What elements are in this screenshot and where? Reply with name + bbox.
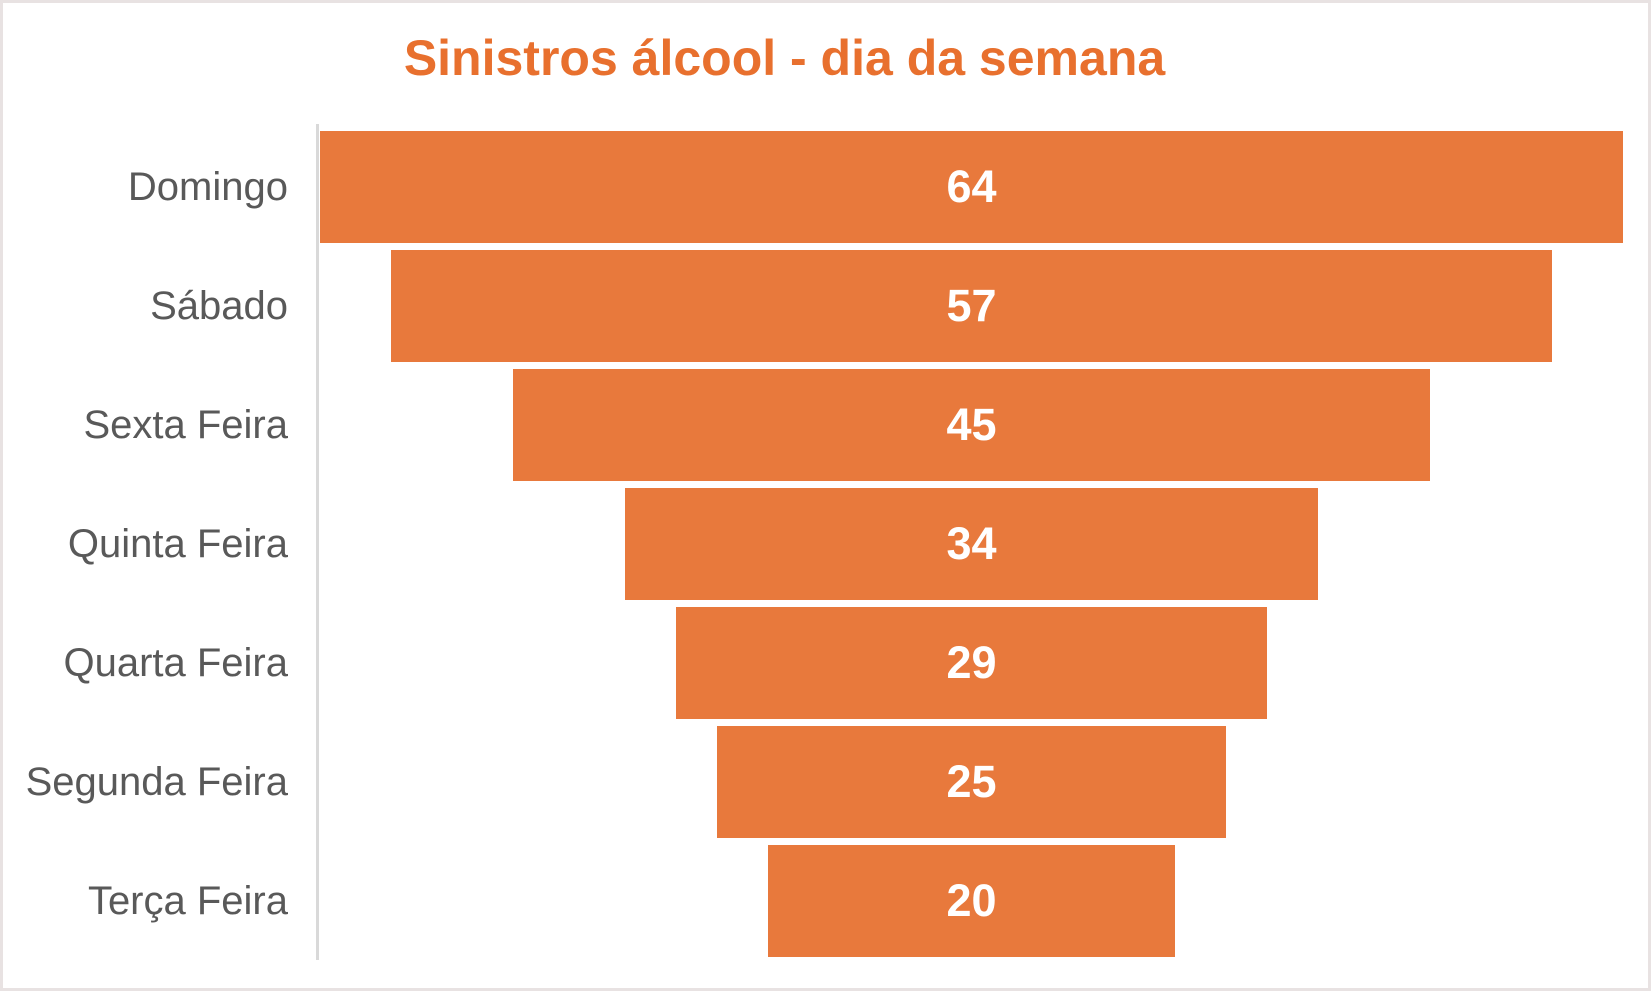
category-axis-line xyxy=(316,124,319,960)
funnel-bar[interactable]: 29 xyxy=(676,607,1267,719)
chart-title: Sinistros álcool - dia da semana xyxy=(403,30,1166,86)
category-label: Terça Feira xyxy=(87,878,288,923)
funnel-row: Domingo 64 xyxy=(3,131,1648,243)
funnel-bar[interactable]: 64 xyxy=(319,131,1623,243)
funnel-row: Terça Feira 20 xyxy=(3,845,1648,957)
funnel-bar[interactable]: 20 xyxy=(767,845,1176,957)
category-label: Quinta Feira xyxy=(67,521,288,566)
funnel-bar[interactable]: 57 xyxy=(391,250,1552,362)
category-label: Sexta Feira xyxy=(83,402,288,447)
category-label: Domingo xyxy=(127,164,288,209)
category-label: Quarta Feira xyxy=(63,640,288,685)
category-label: Sábado xyxy=(150,283,288,328)
funnel-row: Sábado 57 xyxy=(3,250,1648,362)
funnel-row: Quinta Feira 34 xyxy=(3,488,1648,600)
funnel-bar[interactable]: 25 xyxy=(717,726,1226,838)
value-label: 25 xyxy=(946,756,997,807)
value-label: 29 xyxy=(946,637,997,688)
value-label: 57 xyxy=(946,280,997,331)
funnel-bar[interactable]: 45 xyxy=(513,369,1430,481)
value-label: 20 xyxy=(946,875,997,926)
value-label: 45 xyxy=(946,399,997,450)
value-label: 64 xyxy=(946,161,997,212)
funnel-row: Quarta Feira 29 xyxy=(3,607,1648,719)
funnel-row: Sexta Feira 45 xyxy=(3,369,1648,481)
value-label: 34 xyxy=(946,518,997,569)
category-label: Segunda Feira xyxy=(25,759,288,804)
funnel-row: Segunda Feira 25 xyxy=(3,726,1648,838)
funnel-bar[interactable]: 34 xyxy=(625,488,1318,600)
